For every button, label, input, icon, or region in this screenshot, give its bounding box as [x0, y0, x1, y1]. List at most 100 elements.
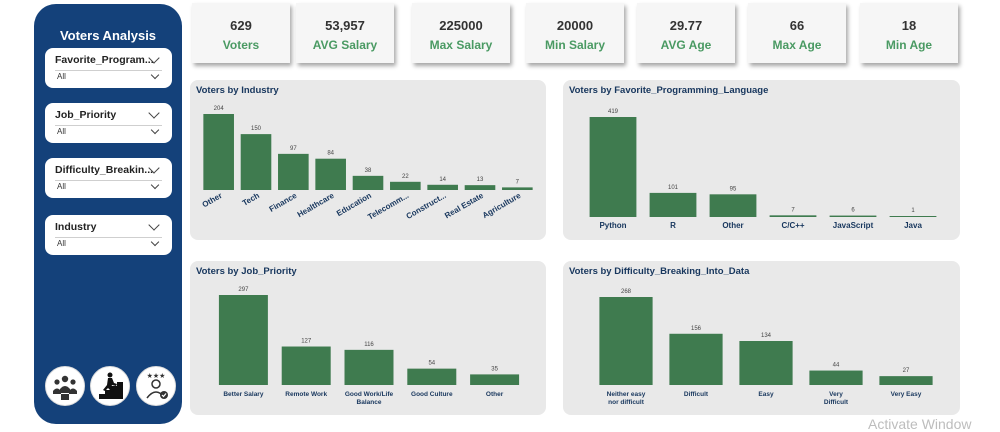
kpi-card-avg-age: 29.77 AVG Age — [637, 3, 735, 63]
chevron-down-icon[interactable] — [150, 70, 160, 80]
slicer-favorite-programming[interactable]: Favorite_Program... All — [45, 48, 172, 88]
kpi-value: 18 — [901, 18, 917, 33]
chart-voters-by-language[interactable]: 419 Python 101 R 95 Other 7 C/C++ 6 JavaScript 1 Ja… — [563, 80, 960, 240]
chart-voters-by-industry[interactable]: 204 Other 150 Tech 97 Finance 84 Healthcare 38 Ed… — [190, 80, 546, 240]
kpi-value: 225000 — [439, 18, 483, 33]
data-label: 84 — [327, 151, 334, 157]
data-label: 35 — [491, 366, 498, 372]
bar[interactable] — [240, 134, 272, 190]
bar[interactable] — [599, 297, 653, 385]
category-label: Good Work/Life Balance — [345, 391, 394, 406]
data-label: 101 — [668, 185, 679, 191]
kpi-label: Max Salary — [429, 38, 493, 52]
data-label: 38 — [365, 168, 372, 174]
bar[interactable] — [502, 187, 533, 190]
activation-watermark: Activate Window — [868, 416, 972, 432]
slicer-label: Industry — [55, 221, 97, 233]
category-label: Agriculture — [481, 191, 523, 220]
data-label: 97 — [290, 146, 297, 152]
rated-user-button[interactable]: ★★★ — [136, 366, 176, 406]
bar[interactable] — [589, 117, 637, 217]
divider — [55, 237, 162, 238]
kpi-card-max-salary: 225000 Max Salary — [412, 3, 510, 63]
chart-title: Voters by Job_Priority — [196, 266, 297, 277]
slicer-job-priority[interactable]: Job_Priority All — [45, 103, 172, 143]
chart-voters-by-difficulty[interactable]: 268 Neither easy nor difficult 156 Difficult… — [563, 261, 960, 415]
category-label: Finance — [268, 191, 299, 214]
career-climb-button[interactable] — [90, 366, 130, 406]
kpi-label: AVG Age — [660, 38, 712, 52]
category-label: Very Easy — [891, 391, 922, 398]
bar[interactable] — [829, 215, 877, 217]
bar[interactable] — [669, 333, 723, 385]
kpi-label: Min Salary — [544, 38, 606, 52]
kpi-card-voters: 629 Voters — [192, 3, 290, 63]
data-label: 44 — [833, 363, 840, 369]
slicer-industry[interactable]: Industry All — [45, 215, 172, 255]
chart-title: Voters by Industry — [196, 85, 279, 96]
bar[interactable] — [278, 153, 309, 190]
bar[interactable] — [315, 158, 346, 190]
slicer-value[interactable]: All — [57, 182, 66, 191]
slicer-value[interactable]: All — [57, 127, 66, 136]
chevron-down-icon[interactable] — [148, 107, 160, 119]
kpi-value: 20000 — [556, 18, 594, 33]
bar[interactable] — [352, 175, 384, 190]
kpi-label: Min Age — [885, 38, 933, 52]
bar[interactable] — [889, 216, 937, 217]
chevron-down-icon[interactable] — [150, 180, 160, 190]
data-label: 14 — [439, 177, 446, 183]
slicer-label: Difficulty_Breakin... — [55, 164, 154, 176]
category-label: Easy — [758, 391, 774, 398]
category-label: R — [670, 221, 676, 230]
kpi-value: 66 — [789, 18, 805, 33]
kpi-label: Voters — [222, 38, 260, 52]
category-label: Other — [486, 391, 504, 398]
slicer-value[interactable]: All — [57, 72, 66, 81]
bar[interactable] — [809, 370, 863, 385]
bar[interactable] — [739, 341, 793, 385]
bar[interactable] — [709, 194, 757, 217]
data-label: 27 — [903, 368, 910, 374]
chevron-down-icon[interactable] — [148, 219, 160, 231]
bar[interactable] — [879, 376, 933, 385]
sidebar-title: Voters Analysis — [59, 28, 157, 43]
slicer-value[interactable]: All — [57, 239, 66, 248]
kpi-value: 53,957 — [325, 18, 365, 33]
data-label: 268 — [621, 289, 632, 295]
bar[interactable] — [464, 185, 496, 190]
bar[interactable] — [649, 192, 697, 217]
chevron-down-icon[interactable] — [150, 125, 160, 135]
team-overview-button[interactable] — [45, 366, 85, 406]
chart-voters-by-job-priority[interactable]: 297 Better Salary 127 Remote Work 116 Good Wo… — [190, 261, 546, 415]
data-label: 156 — [691, 326, 702, 332]
bar-chart-svg: 419 Python 101 R 95 Other 7 C/C++ 6 JavaScript 1 Ja… — [589, 109, 937, 230]
chevron-down-icon[interactable] — [150, 237, 160, 247]
bar[interactable] — [427, 184, 458, 190]
data-label: 13 — [477, 177, 484, 183]
rated-user-icon: ★★★ — [146, 372, 168, 399]
bar[interactable] — [407, 368, 457, 385]
filter-sidebar: Voters Analysis Favorite_Program... All … — [34, 4, 182, 424]
bar[interactable] — [203, 114, 234, 190]
kpi-value: 29.77 — [669, 18, 703, 33]
data-label: 6 — [851, 208, 855, 214]
category-label: Construct... — [405, 191, 448, 221]
data-label: 1 — [911, 208, 915, 214]
category-label: Neither easy nor difficult — [607, 391, 646, 406]
bar[interactable] — [470, 374, 520, 385]
category-label: Better Salary — [223, 391, 263, 398]
bar[interactable] — [769, 215, 817, 217]
slicer-difficulty[interactable]: Difficulty_Breakin... All — [45, 158, 172, 198]
divider — [55, 125, 162, 126]
bar[interactable] — [390, 181, 421, 190]
kpi-label: AVG Salary — [312, 38, 378, 52]
bar[interactable] — [281, 346, 331, 385]
category-label: Python — [599, 221, 626, 230]
bar[interactable] — [218, 295, 268, 385]
data-label: 7 — [791, 207, 795, 213]
category-label: Other — [201, 191, 224, 209]
bar[interactable] — [344, 349, 394, 385]
category-label: Healthcare — [296, 191, 336, 220]
data-label: 204 — [214, 106, 225, 112]
